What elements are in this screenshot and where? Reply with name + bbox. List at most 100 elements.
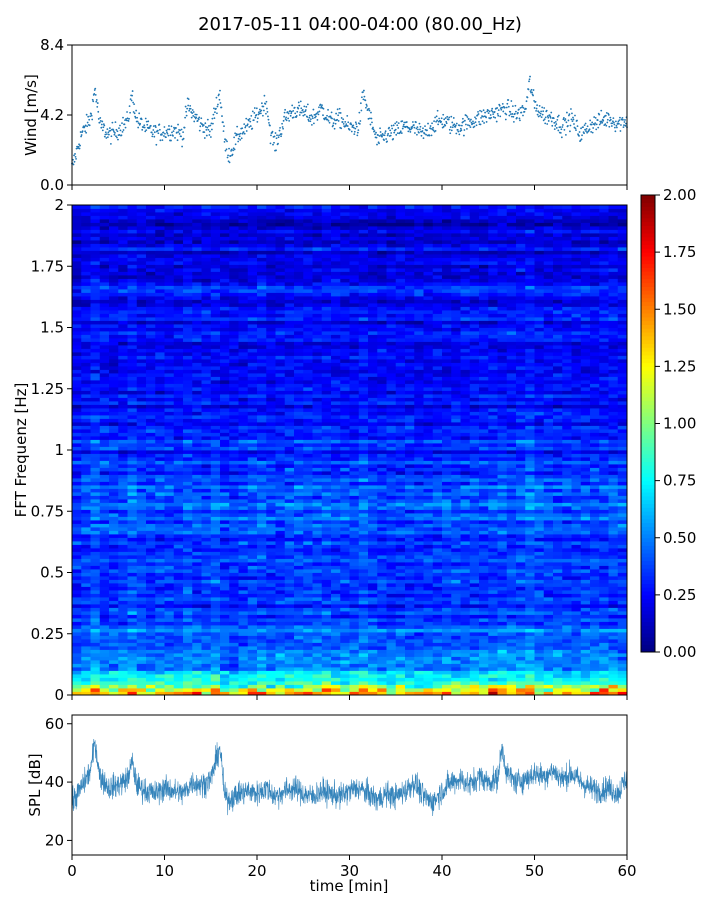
spectrogram-cell xyxy=(608,488,619,493)
wind-point xyxy=(500,108,503,111)
spectrogram-cell xyxy=(590,656,600,661)
spectrogram-cell xyxy=(192,506,202,510)
wind-point xyxy=(168,125,170,127)
wind-point xyxy=(327,119,330,122)
spectrogram-cell xyxy=(580,478,591,482)
spectrogram-cell xyxy=(275,523,286,528)
spectrogram-cell xyxy=(155,537,165,542)
spectrogram-cell xyxy=(562,551,572,556)
spectrogram-cell xyxy=(312,502,323,507)
spectrogram-cell xyxy=(164,467,175,472)
spectrogram-cell xyxy=(340,639,350,643)
spectrogram-cell xyxy=(146,502,156,507)
spectrogram-cell xyxy=(340,548,350,552)
spectrogram-cell xyxy=(164,478,175,482)
spectrogram-cell xyxy=(543,663,554,668)
spectrogram-cell xyxy=(358,558,369,563)
spectrogram-cell xyxy=(118,590,128,594)
spectrogram-cell xyxy=(451,527,461,531)
spectrogram-cell xyxy=(220,642,230,647)
spectrogram-cell xyxy=(506,632,517,636)
spectrogram-cell xyxy=(432,513,443,517)
spectrogram-cell xyxy=(368,586,378,591)
spectrogram-cell xyxy=(247,481,258,486)
spectrogram-cell xyxy=(220,649,230,654)
spectrogram-cell xyxy=(294,600,304,605)
spectrogram-cell xyxy=(377,586,387,591)
spectrogram-cell xyxy=(99,653,110,657)
wind-point xyxy=(569,124,572,127)
spectrogram-cell xyxy=(479,597,489,601)
spectrogram-cell xyxy=(284,520,295,524)
spectrogram-cell xyxy=(247,639,258,643)
spectrogram-cell xyxy=(571,495,582,500)
spectrogram-cell xyxy=(349,677,360,682)
spectrogram-cell xyxy=(358,586,369,591)
spectrogram-cell xyxy=(553,569,563,573)
wind-point xyxy=(624,124,627,127)
spectrogram-cell xyxy=(220,481,230,486)
spectrogram-cell xyxy=(395,544,406,549)
spectrogram-cell xyxy=(479,527,489,531)
spectrogram-cell xyxy=(99,506,110,510)
spectrogram-cell xyxy=(275,541,286,545)
spectrogram-cell xyxy=(479,642,489,647)
spectrogram-cell xyxy=(599,499,609,503)
spectrogram-cell xyxy=(553,544,563,549)
spectrogram-cell xyxy=(516,537,526,542)
spectrogram-cell xyxy=(506,625,517,629)
spectrogram-cell xyxy=(81,604,91,608)
spectrogram-cell xyxy=(534,611,545,615)
wind-point xyxy=(233,148,236,151)
spectrogram-cell xyxy=(136,558,147,563)
spectrogram-cell xyxy=(386,618,397,622)
spectrogram-cell xyxy=(377,576,387,580)
spectrogram-cell xyxy=(294,688,304,692)
wind-point xyxy=(465,114,468,117)
spectrogram-cell xyxy=(442,628,452,633)
spectrogram-cell xyxy=(294,530,304,535)
spectrogram-cell xyxy=(571,572,582,577)
spectrogram-cell xyxy=(377,558,387,563)
spectrogram-cell xyxy=(580,562,591,566)
spectrogram-cell xyxy=(247,502,258,507)
spectrogram-cell xyxy=(414,614,424,619)
spectrogram-cell xyxy=(118,471,128,475)
spectrogram-cell xyxy=(562,502,572,507)
spectrogram-cell xyxy=(617,506,628,510)
spectrogram-cell xyxy=(321,523,332,528)
spectrogram-cell xyxy=(543,597,554,601)
spectrogram-cell xyxy=(90,565,101,570)
wind-point xyxy=(166,132,169,135)
spectrogram-cell xyxy=(358,593,369,598)
spectrogram-cell xyxy=(580,513,591,517)
spectrogram-cell xyxy=(109,674,119,678)
spectrogram-cell xyxy=(72,502,82,507)
spectrogram-cell xyxy=(331,537,341,542)
spectrogram-cell xyxy=(90,555,101,559)
spectrogram-cell xyxy=(164,684,175,689)
spectrogram-cell xyxy=(432,520,443,524)
spectrogram-cell xyxy=(442,481,452,486)
wind-point xyxy=(514,104,517,107)
spectrogram-cell xyxy=(562,674,572,678)
wind-point xyxy=(132,111,135,113)
spectrogram-cell xyxy=(118,593,128,598)
spectrogram-cell xyxy=(460,569,471,573)
spectrogram-cell xyxy=(414,551,424,556)
spectrogram-cell xyxy=(284,534,295,538)
spectrogram-cell xyxy=(257,618,267,622)
spectrogram-cell xyxy=(284,471,295,475)
spectrogram-cell xyxy=(109,502,119,507)
spectrogram-cell xyxy=(257,590,267,594)
spectrogram-cell xyxy=(331,586,341,591)
spectrogram-cell xyxy=(349,607,360,612)
spectrogram-cell xyxy=(155,534,165,538)
spectrogram-cell xyxy=(599,471,609,475)
spectrogram-cell xyxy=(99,537,110,542)
spectrogram-cell xyxy=(192,607,202,612)
spectrogram-cell xyxy=(173,569,184,573)
spectrogram-cell xyxy=(99,590,110,594)
spectrogram-cell xyxy=(321,467,332,472)
spectrogram-cell xyxy=(90,495,101,500)
